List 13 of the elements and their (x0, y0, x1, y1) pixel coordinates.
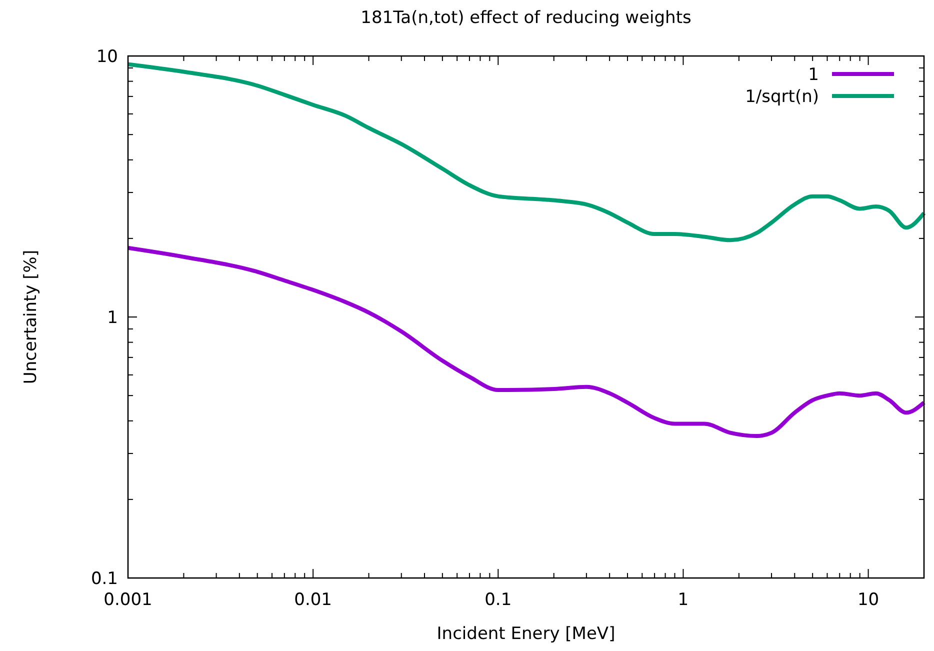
x-tick-label: 0.01 (294, 590, 332, 610)
x-tick-label: 10 (857, 590, 880, 610)
chart-title: 181Ta(n,tot) effect of reducing weights (360, 8, 692, 28)
x-tick-label: 0.1 (484, 590, 512, 610)
y-tick-label: 1 (107, 308, 118, 328)
x-tick-label: 1 (678, 590, 689, 610)
legend-label: 1 (808, 65, 819, 85)
y-axis-title: Uncertainty [%] (21, 250, 41, 384)
legend-label: 1/sqrt(n) (745, 87, 819, 107)
x-axis-title: Incident Enery [MeV] (436, 624, 616, 644)
y-tick-label: 10 (96, 47, 118, 67)
x-tick-label: 0.001 (104, 590, 152, 610)
y-tick-label: 0.1 (90, 569, 118, 589)
